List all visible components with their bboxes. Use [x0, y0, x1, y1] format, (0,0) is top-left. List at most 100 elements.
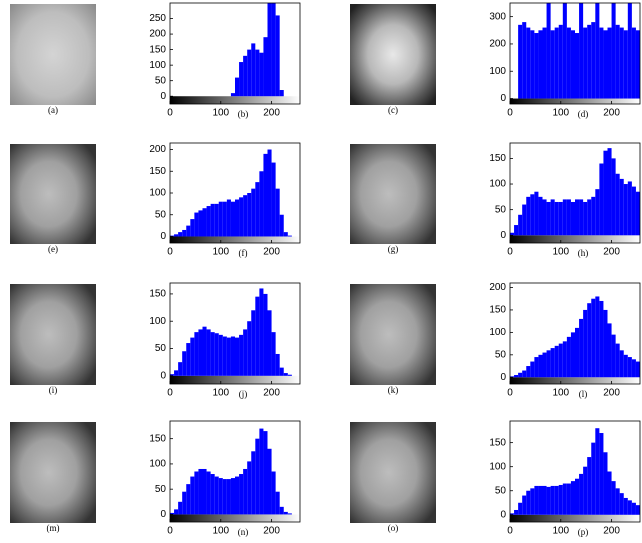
x-tick-label: 100 [552, 247, 569, 258]
bar [170, 512, 175, 515]
bar [558, 343, 563, 378]
bar [206, 206, 211, 237]
x-tick-label: 0 [507, 108, 513, 119]
bar [579, 199, 584, 236]
bar [587, 303, 592, 378]
chart-caption: (l) [579, 389, 588, 399]
bar [534, 485, 539, 515]
bar [631, 359, 636, 378]
bar [247, 321, 252, 376]
bar [562, 341, 567, 378]
bar [190, 476, 195, 515]
y-tick-label: 50 [495, 485, 507, 496]
bar [178, 501, 183, 515]
colorbar [170, 514, 300, 522]
bar [538, 30, 543, 99]
bar [554, 345, 559, 378]
image [10, 284, 96, 385]
bar [510, 232, 515, 236]
bar [283, 232, 288, 237]
y-tick-label: 300 [489, 11, 506, 22]
bar [247, 49, 252, 97]
chart-caption: (j) [239, 389, 248, 399]
bar [526, 196, 531, 236]
x-tick-label: 0 [167, 526, 173, 537]
bar [579, 318, 584, 378]
bar [591, 442, 596, 515]
bar [255, 438, 260, 515]
bar [226, 199, 231, 237]
bar [619, 178, 624, 236]
y-tick-label: 0 [500, 372, 506, 383]
bar [583, 466, 588, 515]
bar [510, 513, 515, 515]
bar [283, 373, 288, 376]
bar [526, 366, 531, 378]
bar [583, 201, 588, 236]
colorbar [510, 377, 640, 384]
bar [202, 208, 207, 237]
bar [526, 27, 531, 99]
bar [530, 488, 535, 515]
bar [570, 481, 575, 515]
bar [239, 197, 244, 237]
bar [182, 351, 187, 376]
bar [222, 201, 227, 237]
bar [170, 374, 175, 376]
bar [263, 293, 268, 376]
bar [587, 457, 592, 515]
bar [534, 191, 539, 236]
bar [562, 199, 567, 236]
bar [230, 93, 235, 97]
bar [186, 343, 191, 376]
y-tick-label: 50 [495, 204, 507, 215]
x-tick-label: 200 [603, 526, 620, 537]
bars [518, 3, 640, 99]
bar [522, 204, 527, 236]
bar [591, 22, 596, 99]
y-tick-label: 50 [155, 75, 167, 86]
bars [510, 428, 640, 515]
bar [235, 77, 240, 97]
bar [226, 337, 231, 376]
chart-caption: (n) [238, 527, 249, 537]
bar [550, 485, 555, 515]
y-tick-label: 250 [149, 13, 166, 24]
bar [218, 478, 223, 515]
bar [243, 329, 248, 376]
bar [611, 158, 616, 236]
x-tick-label: 200 [603, 247, 620, 258]
x-tick-label: 0 [167, 108, 173, 119]
bar [546, 350, 551, 378]
bar [627, 357, 632, 378]
bar [210, 474, 215, 515]
bar [623, 184, 628, 236]
bar [239, 62, 244, 97]
y-tick-label: 50 [495, 349, 507, 360]
bar [595, 189, 600, 236]
bar [522, 495, 527, 515]
x-tick-label: 100 [212, 247, 229, 258]
bar [562, 483, 567, 515]
bar [619, 350, 624, 378]
bar [287, 513, 292, 515]
axes-frame [169, 2, 301, 105]
bar [591, 196, 596, 236]
bar [522, 22, 527, 99]
bar [218, 334, 223, 376]
y-tick-label: 0 [160, 231, 166, 242]
bar [259, 428, 264, 515]
bar [214, 476, 219, 515]
y-tick-label: 0 [160, 370, 166, 381]
bar [182, 229, 187, 237]
x-tick-label: 200 [263, 108, 280, 119]
y-tick-label: 150 [489, 437, 506, 448]
y-tick-label: 0 [500, 93, 506, 104]
image [350, 422, 436, 523]
image-caption: (m) [47, 523, 60, 533]
y-tick-label: 150 [149, 44, 166, 55]
bar [518, 24, 523, 99]
bar [239, 474, 244, 515]
bar [611, 481, 616, 515]
y-tick-label: 150 [489, 305, 506, 316]
